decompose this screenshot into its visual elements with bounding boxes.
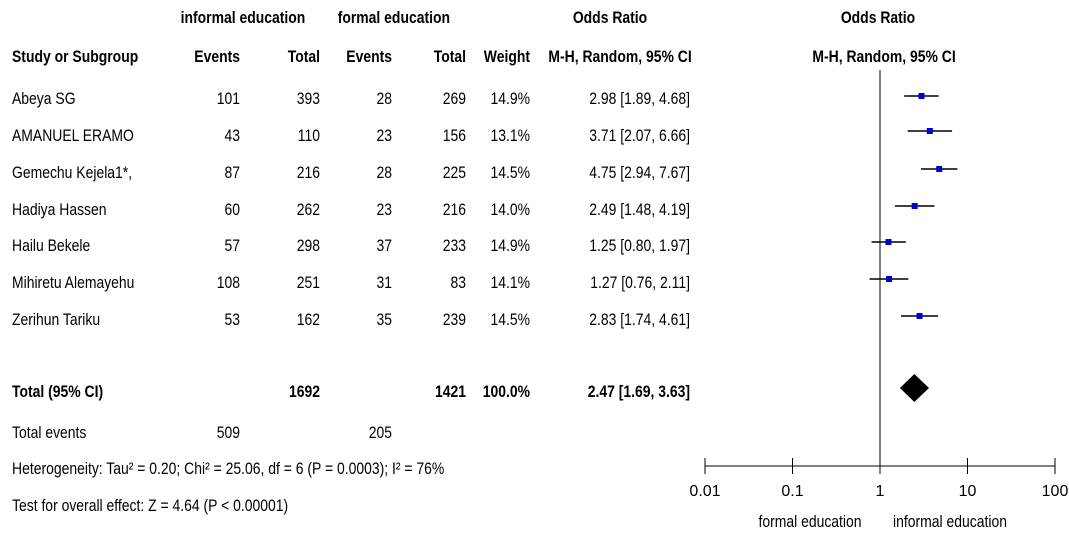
total1-sum: 1692 <box>288 382 320 401</box>
or-ci-cell: 1.27 [0.76, 2.11] <box>590 273 690 292</box>
total1-cell: 262 <box>296 200 320 219</box>
events1-cell: 101 <box>216 89 240 108</box>
or-left-header: Odds Ratio <box>572 8 648 27</box>
study-name: Mihiretu Alemayehu <box>12 273 135 292</box>
method-left-header: M-H, Random, 95% CI <box>548 47 692 66</box>
events1-cell: 108 <box>216 273 240 292</box>
total2-cell: 156 <box>442 126 466 145</box>
weight-cell: 14.5% <box>490 163 530 182</box>
events2-cell: 31 <box>376 273 392 292</box>
events1-cell: 53 <box>224 310 240 329</box>
effect-square <box>936 166 943 172</box>
study-name: Hadiya Hassen <box>12 200 107 219</box>
weight-cell: 14.5% <box>490 310 530 329</box>
favours-right-label: informal education <box>893 512 1007 531</box>
events1-cell: 57 <box>224 236 240 255</box>
heterogeneity-text: Heterogeneity: Tau² = 0.20; Chi² = 25.06… <box>12 459 445 478</box>
weight-col-header: Weight <box>483 47 530 66</box>
events2-cell: 23 <box>376 200 392 219</box>
total-events-label: Total events <box>12 423 87 442</box>
favours-left-label: formal education <box>758 512 862 531</box>
study-name: Gemechu Kejela1*, <box>12 163 133 182</box>
effect-square <box>886 276 893 282</box>
or-ci-cell: 1.25 [0.80, 1.97] <box>589 236 690 255</box>
total1-cell: 216 <box>296 163 320 182</box>
study-name: Zerihun Tariku <box>12 310 101 329</box>
weight-cell: 14.0% <box>490 200 530 219</box>
effect-square <box>916 313 923 319</box>
weight-cell: 14.1% <box>490 273 530 292</box>
or-ci-cell: 2.83 [1.74, 4.61] <box>589 310 690 329</box>
pooled-diamond <box>899 374 929 402</box>
overall-effect-text: Test for overall effect: Z = 4.64 (P < 0… <box>12 496 289 515</box>
total1-cell: 110 <box>297 126 320 145</box>
study-col-header: Study or Subgroup <box>12 47 139 66</box>
group2-header: formal education <box>337 8 451 27</box>
or-ci-cell: 4.75 [2.94, 7.67] <box>589 163 690 182</box>
total2-sum: 1421 <box>434 382 466 401</box>
total1-cell: 162 <box>296 310 320 329</box>
total1-cell: 298 <box>296 236 320 255</box>
events2-cell: 28 <box>376 163 392 182</box>
total2-cell: 269 <box>442 89 466 108</box>
effect-square <box>911 203 918 209</box>
effect-square <box>926 128 933 134</box>
x-tick-label: 1 <box>876 483 885 500</box>
study-name: Hailu Bekele <box>12 236 91 255</box>
total-events2: 205 <box>368 423 392 442</box>
total1-col-header: Total <box>287 47 320 66</box>
events2-col-header: Events <box>346 47 392 66</box>
events2-cell: 28 <box>376 89 392 108</box>
x-tick-label: 100 <box>1042 483 1069 500</box>
total2-col-header: Total <box>433 47 466 66</box>
total2-cell: 216 <box>442 200 466 219</box>
events2-cell: 37 <box>376 236 392 255</box>
x-tick-label: 0.1 <box>781 483 803 500</box>
group1-header: informal education <box>180 8 306 27</box>
total-label: Total (95% CI) <box>12 382 104 401</box>
weight-cell: 14.9% <box>490 89 530 108</box>
or-ci-cell: 2.49 [1.48, 4.19] <box>589 200 690 219</box>
events1-cell: 87 <box>224 163 240 182</box>
x-tick-label: 0.01 <box>689 483 720 500</box>
total2-cell: 233 <box>442 236 466 255</box>
or-right-header: Odds Ratio <box>840 8 916 27</box>
events1-cell: 43 <box>224 126 240 145</box>
total-or-ci: 2.47 [1.69, 3.63] <box>587 382 690 401</box>
events1-cell: 60 <box>224 200 240 219</box>
x-tick-label: 10 <box>959 483 977 500</box>
weight-cell: 13.1% <box>490 126 530 145</box>
total-events1: 509 <box>216 423 240 442</box>
events1-col-header: Events <box>194 47 240 66</box>
total2-cell: 83 <box>450 273 466 292</box>
total2-cell: 239 <box>442 310 466 329</box>
effect-square <box>918 93 925 99</box>
method-right-header: M-H, Random, 95% CI <box>812 47 956 66</box>
total1-cell: 393 <box>296 89 320 108</box>
total-weight: 100.0% <box>482 382 530 401</box>
effect-square <box>885 239 892 245</box>
study-name: Abeya SG <box>12 89 76 108</box>
or-ci-cell: 2.98 [1.89, 4.68] <box>589 89 690 108</box>
events2-cell: 23 <box>376 126 392 145</box>
total2-cell: 225 <box>442 163 466 182</box>
study-name: AMANUEL ERAMO <box>12 126 134 145</box>
total1-cell: 251 <box>296 273 320 292</box>
weight-cell: 14.9% <box>490 236 530 255</box>
or-ci-cell: 3.71 [2.07, 6.66] <box>589 126 690 145</box>
events2-cell: 35 <box>376 310 392 329</box>
